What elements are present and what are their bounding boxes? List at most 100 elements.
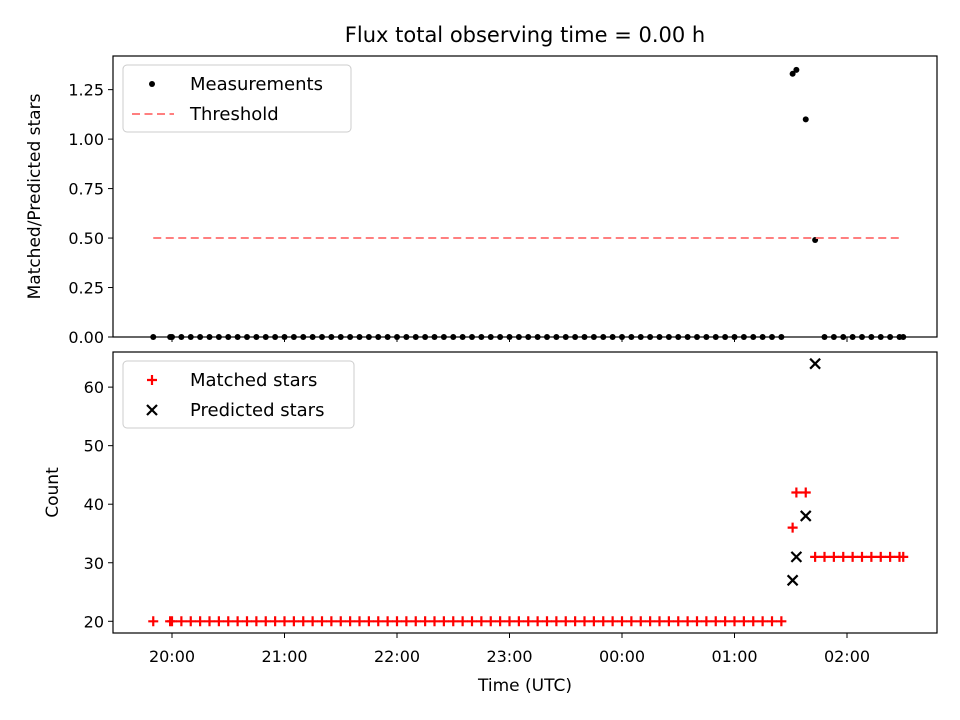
x-tick-label: 21:00 <box>261 647 307 666</box>
legend-label: Measurements <box>190 74 323 95</box>
legend-predicted-swatch <box>146 404 158 416</box>
matched-star-marker <box>485 616 496 627</box>
measurement-point <box>647 334 654 340</box>
measurement-point <box>225 334 232 340</box>
measurement-point <box>665 334 672 340</box>
measurement-point <box>300 334 307 340</box>
measurement-point <box>459 334 466 340</box>
measurement-point <box>534 334 541 340</box>
matched-star-marker <box>317 616 327 627</box>
matched-star-marker <box>579 616 590 627</box>
measurement-point <box>253 334 260 340</box>
measurement-point <box>394 334 400 340</box>
matched-star-marker <box>819 551 830 562</box>
matched-star-marker <box>828 551 839 562</box>
y-tick-label: 0.00 <box>68 328 104 347</box>
matched-star-marker <box>401 616 412 627</box>
measurement-point <box>515 334 522 340</box>
legend-measurement-swatch <box>149 81 155 87</box>
measurement-point <box>272 334 279 340</box>
y-tick-label: 50 <box>84 437 104 456</box>
matched-star-marker <box>800 487 811 498</box>
measurement-point <box>197 334 204 340</box>
top-plot: 0.00 0.25 0.50 0.75 1.00 1.25 Matched/Predicte… <box>25 23 938 347</box>
measurement-point <box>469 334 475 340</box>
matched-star-marker <box>232 616 243 627</box>
matched-star-marker <box>298 616 309 627</box>
matched-star-marker <box>392 616 402 627</box>
matched-star-marker <box>645 616 656 627</box>
y-tick-label: 0.50 <box>68 229 104 248</box>
matched-star-marker <box>382 616 393 627</box>
measurement-point <box>553 334 560 340</box>
matched-star-marker <box>288 616 299 627</box>
x-tick-label: 01:00 <box>711 647 757 666</box>
measurement-point <box>562 334 569 340</box>
measurement-point <box>215 334 222 340</box>
legend-box <box>122 360 355 429</box>
matched-star-marker <box>270 616 281 627</box>
measurement-point <box>619 334 625 340</box>
measurement-point <box>821 334 828 340</box>
y-tick-label: 40 <box>84 495 104 514</box>
measurement-point <box>849 334 856 340</box>
chart-title: Flux total observing time = 0.00 h <box>345 23 705 47</box>
matched-star-marker <box>710 616 721 627</box>
measurement-point <box>656 334 663 340</box>
measurement-point <box>731 334 738 340</box>
measurement-point <box>431 334 438 340</box>
measurement-point <box>206 334 213 340</box>
matched-star-marker <box>866 551 877 562</box>
measurement-point <box>722 334 729 340</box>
matched-star-marker <box>279 616 290 627</box>
matched-star-marker <box>654 616 665 627</box>
matched-star-marker <box>345 616 356 627</box>
matched-star-marker <box>673 616 684 627</box>
measurement-point <box>440 334 447 340</box>
matched-star-marker <box>148 616 159 627</box>
measurement-point <box>590 334 597 340</box>
matched-star-marker <box>791 487 802 498</box>
legend-box <box>122 64 352 133</box>
measurement-point <box>544 334 550 340</box>
x-tick-label: 00:00 <box>599 647 645 666</box>
matched-star-marker <box>429 616 440 627</box>
matched-star-marker <box>857 551 867 562</box>
predicted-star-marker <box>799 510 812 522</box>
x-tick-label: 02:00 <box>824 647 870 666</box>
matched-star-marker <box>457 616 468 627</box>
y-tick-label: 0.75 <box>68 180 104 199</box>
measurement-point <box>525 334 532 340</box>
matched-star-marker <box>748 616 759 627</box>
measurement-point <box>628 334 635 340</box>
x-tick-label: 23:00 <box>486 647 532 666</box>
matched-star-marker <box>185 616 196 627</box>
matched-star-marker <box>513 616 524 627</box>
matched-star-marker <box>588 616 599 627</box>
measurement-point <box>877 334 884 340</box>
matched-star-marker <box>213 616 224 627</box>
matched-star-marker <box>204 616 215 627</box>
matched-star-marker <box>787 522 798 533</box>
matched-star-marker <box>176 616 187 627</box>
matched-star-marker <box>448 616 459 627</box>
measurement-point <box>694 334 700 340</box>
legend-matched-swatch <box>147 375 157 385</box>
matched-star-marker <box>847 551 858 562</box>
measurement-point <box>712 334 719 340</box>
measurement-point <box>309 334 316 340</box>
matched-star-marker <box>326 616 337 627</box>
matched-star-marker <box>701 616 712 627</box>
matched-star-marker <box>776 616 787 627</box>
measurement-point <box>290 334 297 340</box>
measurement-point <box>150 334 157 340</box>
matched-star-marker <box>598 616 609 627</box>
matched-star-marker <box>663 616 674 627</box>
measurement-point <box>609 334 616 340</box>
matched-star-marker <box>363 616 374 627</box>
matched-star-marker <box>542 616 552 627</box>
measurement-point <box>750 334 757 340</box>
measurement-point <box>769 334 775 340</box>
measurement-point <box>840 334 847 340</box>
matched-star-marker <box>626 616 637 627</box>
